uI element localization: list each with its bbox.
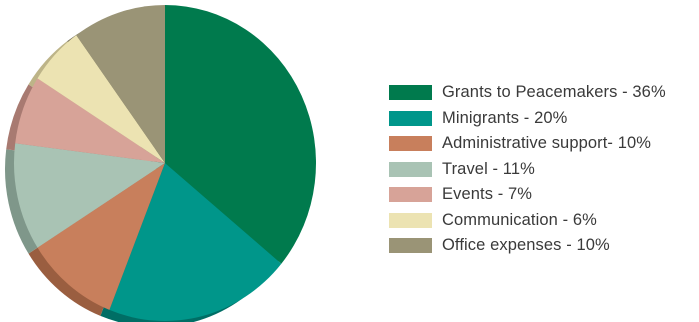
legend-item: Office expenses - 10% bbox=[389, 233, 666, 259]
pie-slice bbox=[165, 5, 317, 264]
legend-item: Events - 7% bbox=[389, 182, 666, 208]
legend-item: Communication - 6% bbox=[389, 208, 666, 234]
legend-label: Grants to Peacemakers - 36% bbox=[442, 83, 666, 102]
legend-label: Minigrants - 20% bbox=[442, 108, 568, 127]
legend-label: Travel - 11% bbox=[442, 159, 535, 178]
pie-slice bbox=[15, 78, 165, 163]
legend-label: Office expenses - 10% bbox=[442, 236, 610, 255]
legend-swatch bbox=[389, 212, 432, 228]
legend-label: Events - 7% bbox=[442, 185, 533, 204]
pie-slice bbox=[14, 143, 166, 248]
legend-swatch bbox=[389, 161, 432, 177]
legend-label: Administrative support- 10% bbox=[442, 134, 652, 153]
legend-swatch bbox=[389, 238, 432, 254]
legend-swatch bbox=[389, 85, 432, 101]
legend: Grants to Peacemakers - 36% Minigrants - … bbox=[389, 80, 666, 259]
pie-slice bbox=[109, 163, 282, 321]
legend-item: Travel - 11% bbox=[389, 157, 666, 183]
pie-slice bbox=[76, 5, 165, 163]
pie-slices bbox=[14, 5, 317, 321]
legend-swatch bbox=[389, 110, 432, 126]
legend-item: Minigrants - 20% bbox=[389, 106, 666, 132]
legend-item: Grants to Peacemakers - 36% bbox=[389, 80, 666, 106]
legend-item: Administrative support- 10% bbox=[389, 131, 666, 157]
pie-slice bbox=[37, 35, 166, 163]
pie-slice bbox=[37, 163, 166, 310]
legend-label: Communication - 6% bbox=[442, 210, 597, 229]
legend-swatch bbox=[389, 187, 432, 203]
legend-swatch bbox=[389, 136, 432, 152]
